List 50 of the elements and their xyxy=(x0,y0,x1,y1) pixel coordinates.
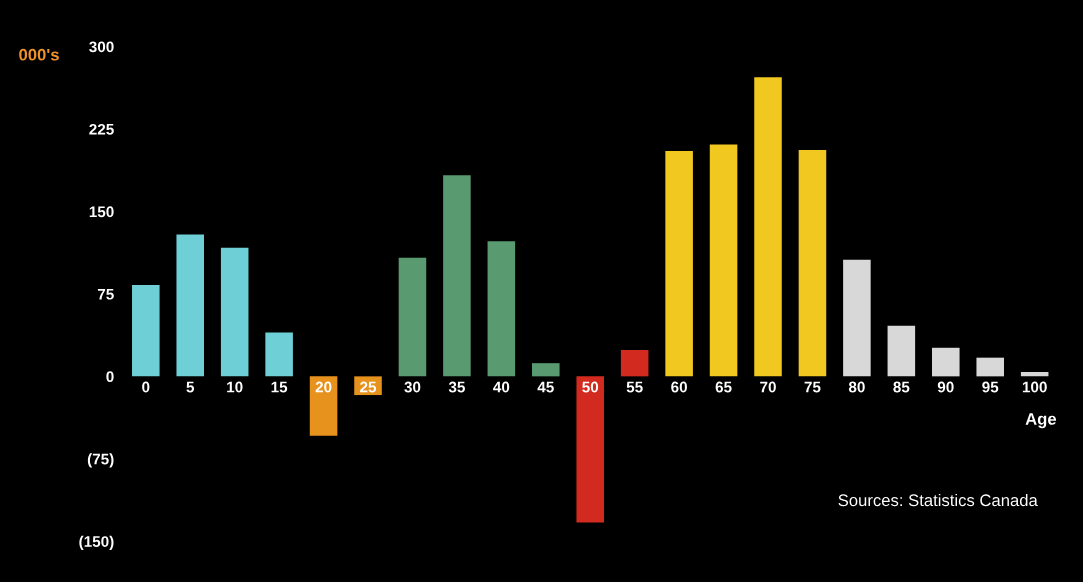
bar xyxy=(220,247,249,377)
bar xyxy=(265,332,293,377)
bar xyxy=(932,347,960,377)
bar xyxy=(487,241,516,377)
bar xyxy=(976,357,1005,377)
x-tick-label: 70 xyxy=(760,381,776,393)
bar xyxy=(532,363,560,377)
x-tick-label: 25 xyxy=(360,381,377,393)
y-tick-label: (150) xyxy=(79,535,114,550)
y-axis-title: 000's xyxy=(19,48,59,61)
y-tick-label: 225 xyxy=(89,123,114,135)
y-tick-label: (75) xyxy=(87,453,114,468)
annotation: Sources: Statistics Canada xyxy=(838,493,1038,507)
x-tick-label: 10 xyxy=(227,381,243,393)
y-tick-label: 75 xyxy=(97,288,114,300)
y-tick-label: 0 xyxy=(106,371,114,383)
bar xyxy=(798,149,827,377)
bar xyxy=(309,376,338,436)
x-tick-label: 30 xyxy=(404,381,421,393)
x-tick-label: 90 xyxy=(937,381,954,393)
x-tick-label: 15 xyxy=(271,381,288,393)
bar xyxy=(843,259,871,377)
y-tick-label: 300 xyxy=(89,41,114,53)
y-tick-label: 150 xyxy=(89,206,114,218)
x-tick-label: 35 xyxy=(448,381,465,393)
x-tick-label: 80 xyxy=(848,381,865,393)
x-tick-label: 40 xyxy=(493,381,510,393)
x-tick-label: 20 xyxy=(315,381,332,393)
bar xyxy=(665,151,693,377)
bar xyxy=(576,376,605,523)
bar xyxy=(754,77,782,377)
bar xyxy=(398,257,427,377)
bar xyxy=(887,325,916,377)
x-tick-label: 60 xyxy=(671,381,687,393)
bar xyxy=(132,285,160,377)
x-tick-label: 75 xyxy=(804,381,821,393)
x-tick-label: 65 xyxy=(715,381,732,393)
bar xyxy=(443,175,471,377)
x-tick-label: 50 xyxy=(582,381,599,393)
x-axis-title: Age xyxy=(1025,413,1057,429)
x-tick-label: 5 xyxy=(186,381,195,393)
x-tick-label: 0 xyxy=(142,381,150,393)
x-tick-label: 95 xyxy=(982,381,999,393)
x-tick-label: 85 xyxy=(893,381,910,393)
x-tick-label: 45 xyxy=(537,381,554,393)
x-tick-label: 55 xyxy=(626,381,643,393)
bar xyxy=(176,234,205,377)
bar xyxy=(709,144,738,377)
bar xyxy=(620,349,649,377)
x-tick-label: 100 xyxy=(1022,381,1047,393)
